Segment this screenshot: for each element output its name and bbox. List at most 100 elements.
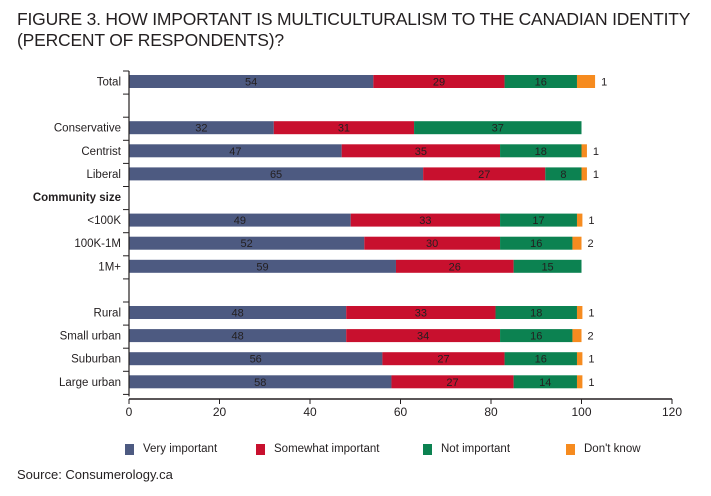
bar-segment-somewhat-important: [373, 75, 505, 88]
category-label: Conservative: [54, 123, 121, 135]
legend-item-not-important: Not important: [423, 443, 510, 455]
bar-segment-don-t-know: [576, 75, 596, 88]
bar-segment-not-important: [500, 329, 573, 343]
bar-segment-very-important: [129, 167, 424, 181]
bar-segment-somewhat-important: [346, 306, 496, 319]
bar-segment-don-t-know: [576, 375, 583, 389]
legend-swatch: [256, 443, 265, 455]
category-label: Liberal: [86, 169, 121, 181]
data-label: 15: [541, 261, 553, 273]
bar-segment-not-important: [495, 306, 577, 319]
data-label: 30: [426, 238, 438, 250]
bar-segment-not-important: [500, 213, 577, 227]
bar-segment-don-t-know: [576, 306, 583, 319]
axes-layer: Total Conservative Centrist Liberal Communit…: [33, 70, 682, 419]
bar-segment-not-important: [513, 375, 577, 389]
data-label: 34: [417, 331, 429, 343]
bar-segment-somewhat-important: [423, 167, 546, 181]
data-label: 8: [560, 169, 566, 181]
data-label: 27: [437, 354, 449, 366]
data-label: 16: [530, 238, 542, 250]
data-label: 65: [270, 169, 282, 181]
bar-segment-very-important: [129, 259, 396, 273]
category-label: <100K: [87, 215, 121, 227]
data-label: 29: [433, 77, 445, 89]
bar-segment-very-important: [129, 144, 342, 158]
legend-label: Somewhat important: [274, 443, 380, 455]
data-label: 31: [338, 123, 350, 135]
data-label: 1: [588, 377, 594, 389]
bar-segment-very-important: [129, 236, 365, 250]
legend-item-dont-know: Don't know: [566, 443, 641, 455]
data-label: 48: [231, 331, 243, 343]
data-label: 27: [446, 377, 458, 389]
data-label: 16: [530, 331, 542, 343]
data-label: 17: [532, 215, 544, 227]
data-label: 2: [588, 238, 594, 250]
bar-segment-very-important: [129, 213, 351, 227]
data-label: 47: [229, 146, 241, 158]
x-tick-label: 40: [303, 405, 317, 419]
legend-swatch: [566, 443, 575, 455]
bar-segment-don-t-know: [576, 213, 583, 227]
bar-segment-don-t-know: [581, 167, 587, 181]
data-label: 54: [245, 77, 257, 89]
data-label: 18: [530, 308, 542, 320]
bar-segment-not-important: [500, 236, 573, 250]
data-label: 33: [419, 215, 431, 227]
data-label: 52: [241, 238, 253, 250]
bar-segment-don-t-know: [572, 236, 582, 250]
bar-segment-somewhat-important: [395, 259, 514, 273]
data-label: 16: [535, 77, 547, 89]
bar-segment-somewhat-important: [346, 329, 501, 343]
data-label: 35: [415, 146, 427, 158]
bar-segment-not-important: [545, 167, 582, 181]
legend-swatch: [423, 443, 432, 455]
x-tick-label: 120: [662, 405, 682, 419]
x-tick-label: 0: [126, 405, 133, 419]
bar-segment-very-important: [129, 306, 347, 319]
data-label: 1: [601, 77, 607, 89]
legend-item-very-important: Very important: [125, 443, 217, 455]
data-label: 58: [254, 377, 266, 389]
data-label: 33: [415, 308, 427, 320]
data-label: 37: [492, 123, 504, 135]
data-label: 1: [588, 215, 594, 227]
data-label: 1: [588, 354, 594, 366]
category-header: Community size: [33, 192, 121, 204]
data-label: 48: [231, 308, 243, 320]
legend-label: Very important: [143, 443, 218, 455]
data-label: 49: [234, 215, 246, 227]
legend-swatch: [125, 443, 134, 455]
x-tick-label: 60: [394, 405, 408, 419]
data-label: 59: [256, 261, 268, 273]
category-label: Rural: [94, 308, 121, 320]
x-tick-label: 20: [213, 405, 227, 419]
category-label: 100K-1M: [74, 238, 121, 250]
data-label: 14: [539, 377, 551, 389]
bar-segment-somewhat-important: [341, 144, 501, 158]
data-label: 56: [250, 354, 262, 366]
category-label: Large urban: [59, 377, 121, 389]
bar-segment-don-t-know: [581, 144, 587, 158]
bar-segment-not-important: [414, 121, 582, 135]
bar-segment-very-important: [129, 329, 347, 343]
data-label: 27: [478, 169, 490, 181]
bar-segment-somewhat-important: [364, 236, 501, 250]
category-label: 1M+: [98, 261, 121, 273]
bar-segment-not-important: [500, 144, 582, 158]
data-label: 2: [588, 331, 594, 343]
source-note: Source: Consumerology.ca: [17, 467, 173, 482]
data-label: 18: [535, 146, 547, 158]
bar-segment-somewhat-important: [382, 352, 505, 366]
data-label: 1: [593, 169, 599, 181]
bar-segment-very-important: [129, 121, 274, 135]
bar-segment-somewhat-important: [350, 213, 501, 227]
legend-label: Not important: [441, 443, 511, 455]
bar-segment-very-important: [129, 75, 374, 88]
category-label: Suburban: [71, 354, 121, 366]
legend-label: Don't know: [584, 443, 641, 455]
x-tick-label: 100: [571, 405, 591, 419]
data-label: 16: [535, 354, 547, 366]
